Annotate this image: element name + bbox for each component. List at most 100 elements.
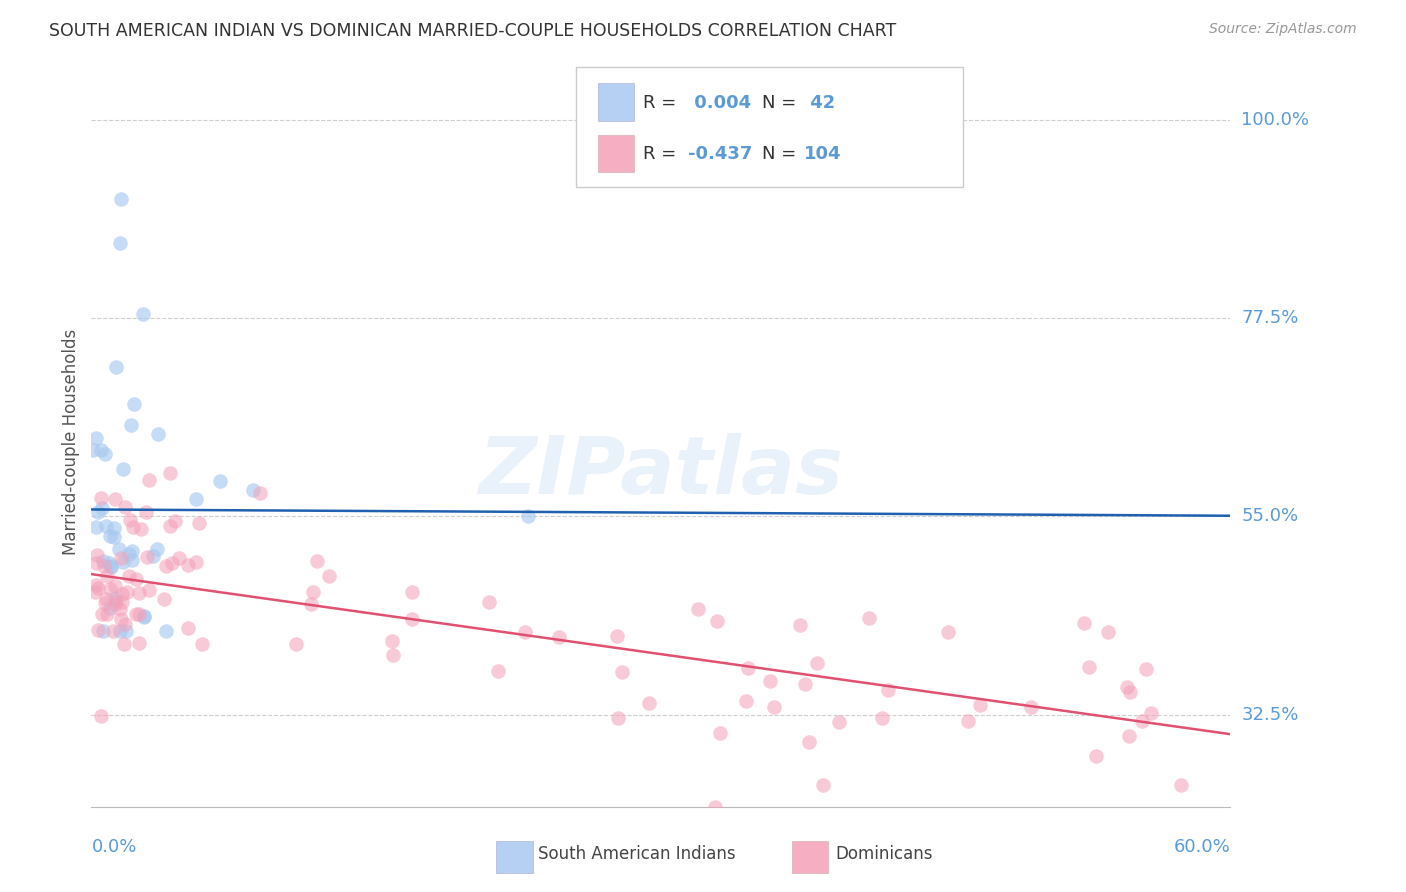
Point [793, 676, 815, 690]
Text: Source: ZipAtlas.com: Source: ZipAtlas.com [1209, 22, 1357, 37]
Point [128, 607, 150, 621]
Point [249, 486, 271, 500]
Point [706, 614, 728, 628]
Point [103, 521, 125, 535]
Point [110, 602, 132, 616]
Point [94, 447, 117, 461]
Point [1097, 624, 1119, 639]
Point [84, 585, 107, 599]
Text: N =: N = [762, 94, 801, 112]
Point [735, 694, 758, 708]
Text: 0.004: 0.004 [688, 94, 751, 112]
Point [318, 569, 340, 583]
Point [176, 558, 198, 572]
Point [146, 541, 169, 556]
Point [134, 608, 156, 623]
Text: ZIPatlas: ZIPatlas [478, 434, 844, 511]
Point [638, 696, 661, 710]
Text: N =: N = [762, 145, 801, 163]
Point [187, 516, 209, 530]
Point [132, 609, 155, 624]
Point [84, 431, 107, 445]
Point [104, 491, 127, 506]
Point [90, 491, 112, 506]
Point [87, 581, 110, 595]
Point [110, 550, 132, 565]
Point [517, 509, 540, 524]
Point [159, 467, 181, 481]
Point [91, 554, 114, 568]
Point [94, 519, 117, 533]
Point [90, 500, 112, 515]
Point [547, 630, 569, 644]
Point [1085, 749, 1108, 764]
Point [111, 555, 134, 569]
Point [299, 598, 322, 612]
Point [84, 556, 107, 570]
Point [103, 530, 125, 544]
Text: South American Indians: South American Indians [538, 845, 737, 863]
Point [110, 612, 132, 626]
Point [91, 624, 114, 638]
Point [100, 559, 122, 574]
Point [120, 417, 142, 432]
Point [184, 491, 207, 506]
Point [163, 514, 186, 528]
Point [758, 673, 780, 688]
Point [115, 584, 138, 599]
Point [138, 583, 160, 598]
Point [737, 661, 759, 675]
Point [98, 556, 121, 570]
Point [957, 714, 980, 728]
Point [86, 549, 108, 563]
Point [87, 623, 110, 637]
Point [121, 520, 143, 534]
Text: 0.0%: 0.0% [91, 838, 136, 855]
Point [114, 617, 136, 632]
Point [153, 592, 176, 607]
Point [125, 607, 148, 622]
Point [607, 711, 630, 725]
Point [828, 715, 851, 730]
Point [513, 625, 536, 640]
Point [96, 591, 118, 606]
Point [1118, 729, 1140, 743]
Point [606, 629, 628, 643]
Point [284, 637, 307, 651]
Text: R =: R = [643, 94, 682, 112]
Point [104, 359, 127, 374]
Text: 100.0%: 100.0% [1241, 111, 1309, 128]
Point [108, 236, 131, 251]
Point [381, 634, 404, 648]
Point [100, 558, 122, 573]
Text: 60.0%: 60.0% [1174, 838, 1230, 855]
Point [129, 522, 152, 536]
Point [82, 443, 104, 458]
Point [307, 554, 329, 568]
Point [132, 307, 155, 321]
Point [110, 192, 132, 206]
Point [1119, 685, 1142, 699]
Point [84, 578, 107, 592]
Point [110, 587, 132, 601]
Point [486, 665, 509, 679]
Point [177, 621, 200, 635]
Point [401, 585, 423, 599]
Point [98, 529, 121, 543]
Point [103, 624, 125, 638]
Point [209, 474, 232, 488]
Point [115, 624, 138, 638]
Point [128, 635, 150, 649]
Point [789, 618, 811, 632]
Text: 42: 42 [804, 94, 835, 112]
Point [1077, 659, 1099, 673]
Point [1019, 700, 1042, 714]
Point [118, 513, 141, 527]
Point [142, 549, 165, 563]
Point [1139, 706, 1161, 721]
Point [104, 597, 127, 611]
Point [96, 569, 118, 583]
Point [703, 800, 725, 814]
Point [100, 600, 122, 615]
Point [806, 657, 828, 671]
